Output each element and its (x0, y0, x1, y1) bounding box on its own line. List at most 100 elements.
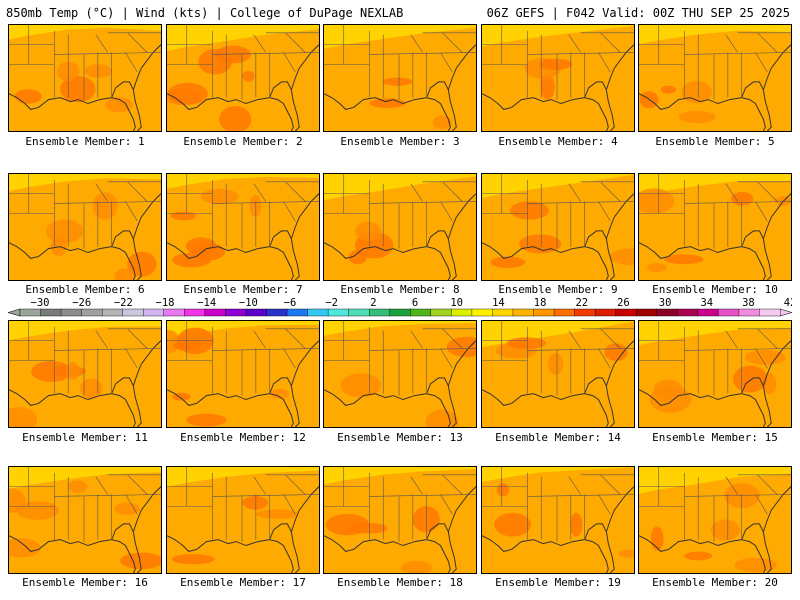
colorbar-swatch (451, 308, 473, 317)
ensemble-member-map (638, 320, 792, 428)
colorbar-swatch (389, 308, 411, 317)
colorbar-swatch (492, 308, 514, 317)
colorbar-tick-label: 26 (617, 297, 630, 309)
ensemble-member-caption: Ensemble Member: 5 (655, 135, 775, 148)
colorbar-tick-label: 14 (492, 297, 505, 309)
colorbar-swatch (348, 308, 370, 317)
colorbar-swatch (101, 308, 124, 317)
colorbar-tick-label: −10 (239, 297, 258, 309)
colorbar-tick-label: −22 (114, 297, 133, 309)
colorbar-swatch (512, 308, 535, 317)
ensemble-member-map (8, 173, 162, 281)
colorbar-swatch (204, 308, 226, 317)
ensemble-member-caption: Ensemble Member: 11 (22, 431, 148, 444)
colorbar-tick-label: 34 (700, 297, 713, 309)
ensemble-member-caption: Ensemble Member: 14 (495, 431, 621, 444)
colorbar-max-arrow (779, 308, 792, 317)
ensemble-member-caption: Ensemble Member: 15 (652, 431, 778, 444)
colorbar-swatch (19, 308, 42, 317)
colorbar-swatch (553, 308, 576, 317)
colorbar-swatch (60, 308, 83, 317)
ensemble-member-map (323, 466, 477, 574)
colorbar-swatch (81, 308, 103, 317)
ensemble-member-caption: Ensemble Member: 20 (652, 576, 778, 589)
colorbar-swatch (718, 308, 740, 317)
ensemble-member-caption: Ensemble Member: 8 (340, 283, 460, 296)
colorbar-tick-label: 2 (370, 297, 376, 309)
ensemble-member-caption: Ensemble Member: 16 (22, 576, 148, 589)
ensemble-member-map (481, 466, 635, 574)
colorbar-swatch (697, 308, 719, 317)
colorbar-tick-label: 18 (534, 297, 547, 309)
map-title: 850mb Temp (°C) | Wind (kts) | College o… (6, 6, 404, 20)
run-valid-time: 06Z GEFS | F042 Valid: 00Z THU SEP 25 20… (486, 6, 790, 20)
colorbar-swatch (266, 308, 288, 317)
colorbar-tick-label: 22 (575, 297, 588, 309)
colorbar-swatch (40, 308, 62, 317)
ensemble-member-map (481, 24, 635, 132)
ensemble-member-caption: Ensemble Member: 10 (652, 283, 778, 296)
ensemble-member-map (166, 320, 320, 428)
ensemble-member-map (481, 320, 635, 428)
ensemble-member-map (638, 466, 792, 574)
colorbar-tick-label: −6 (284, 297, 297, 309)
ensemble-member-caption: Ensemble Member: 18 (337, 576, 463, 589)
ensemble-member-caption: Ensemble Member: 9 (498, 283, 618, 296)
colorbar-swatch (184, 308, 206, 317)
colorbar-swatch (430, 308, 452, 317)
temperature-colorbar: −30 −26 −22 −18 −14 −10 −6 −2 2 6 10 14 18 22 26 30 34 38… (8, 297, 792, 317)
ensemble-member-caption: Ensemble Member: 1 (25, 135, 145, 148)
ensemble-member-map (166, 24, 320, 132)
colorbar-swatch (327, 308, 350, 317)
colorbar-swatch (574, 308, 596, 317)
colorbar-swatch (307, 308, 329, 317)
ensemble-member-caption: Ensemble Member: 12 (180, 431, 306, 444)
ensemble-member-caption: Ensemble Member: 13 (337, 431, 463, 444)
ensemble-member-caption: Ensemble Member: 19 (495, 576, 621, 589)
ensemble-member-map (8, 466, 162, 574)
ensemble-member-map (8, 24, 162, 132)
ensemble-member-caption: Ensemble Member: 6 (25, 283, 145, 296)
colorbar-swatch (471, 308, 493, 317)
colorbar-swatch (225, 308, 247, 317)
colorbar-swatch (122, 308, 144, 317)
colorbar-swatch (677, 308, 699, 317)
colorbar-tick-label: 42 (784, 297, 792, 309)
colorbar-tick-label: −14 (197, 297, 216, 309)
ensemble-member-caption: Ensemble Member: 3 (340, 135, 460, 148)
colorbar-swatch (143, 308, 165, 317)
colorbar-swatch (656, 308, 678, 317)
ensemble-member-caption: Ensemble Member: 7 (183, 283, 303, 296)
ensemble-member-caption: Ensemble Member: 2 (183, 135, 303, 148)
ensemble-member-map (8, 320, 162, 428)
colorbar-tick-label: −30 (31, 297, 50, 309)
ensemble-member-map (481, 173, 635, 281)
ensemble-member-map (166, 466, 320, 574)
ensemble-member-map (638, 173, 792, 281)
colorbar-swatch (738, 308, 760, 317)
colorbar-tick-label: 38 (742, 297, 755, 309)
colorbar-swatch (615, 308, 637, 317)
ensemble-member-caption: Ensemble Member: 17 (180, 576, 306, 589)
colorbar-swatch (286, 308, 309, 317)
colorbar-min-arrow (8, 308, 21, 317)
ensemble-member-caption: Ensemble Member: 4 (498, 135, 618, 148)
colorbar-tick-label: 30 (659, 297, 672, 309)
colorbar-swatch (410, 308, 432, 317)
colorbar-swatch (163, 308, 185, 317)
colorbar-swatch (759, 308, 781, 317)
ensemble-member-map (166, 173, 320, 281)
colorbar-tick-label: 6 (412, 297, 418, 309)
colorbar-tick-label: −2 (325, 297, 338, 309)
ensemble-member-map (323, 173, 477, 281)
colorbar-swatch (245, 308, 267, 317)
ensemble-member-map (323, 320, 477, 428)
colorbar-swatch (636, 308, 658, 317)
colorbar-tick-label: 10 (450, 297, 463, 309)
colorbar-swatch (594, 308, 617, 317)
colorbar-swatch (533, 308, 555, 317)
colorbar-tick-label: −26 (72, 297, 91, 309)
colorbar-tick-label: −18 (156, 297, 175, 309)
ensemble-member-map (323, 24, 477, 132)
colorbar-swatch (368, 308, 391, 317)
